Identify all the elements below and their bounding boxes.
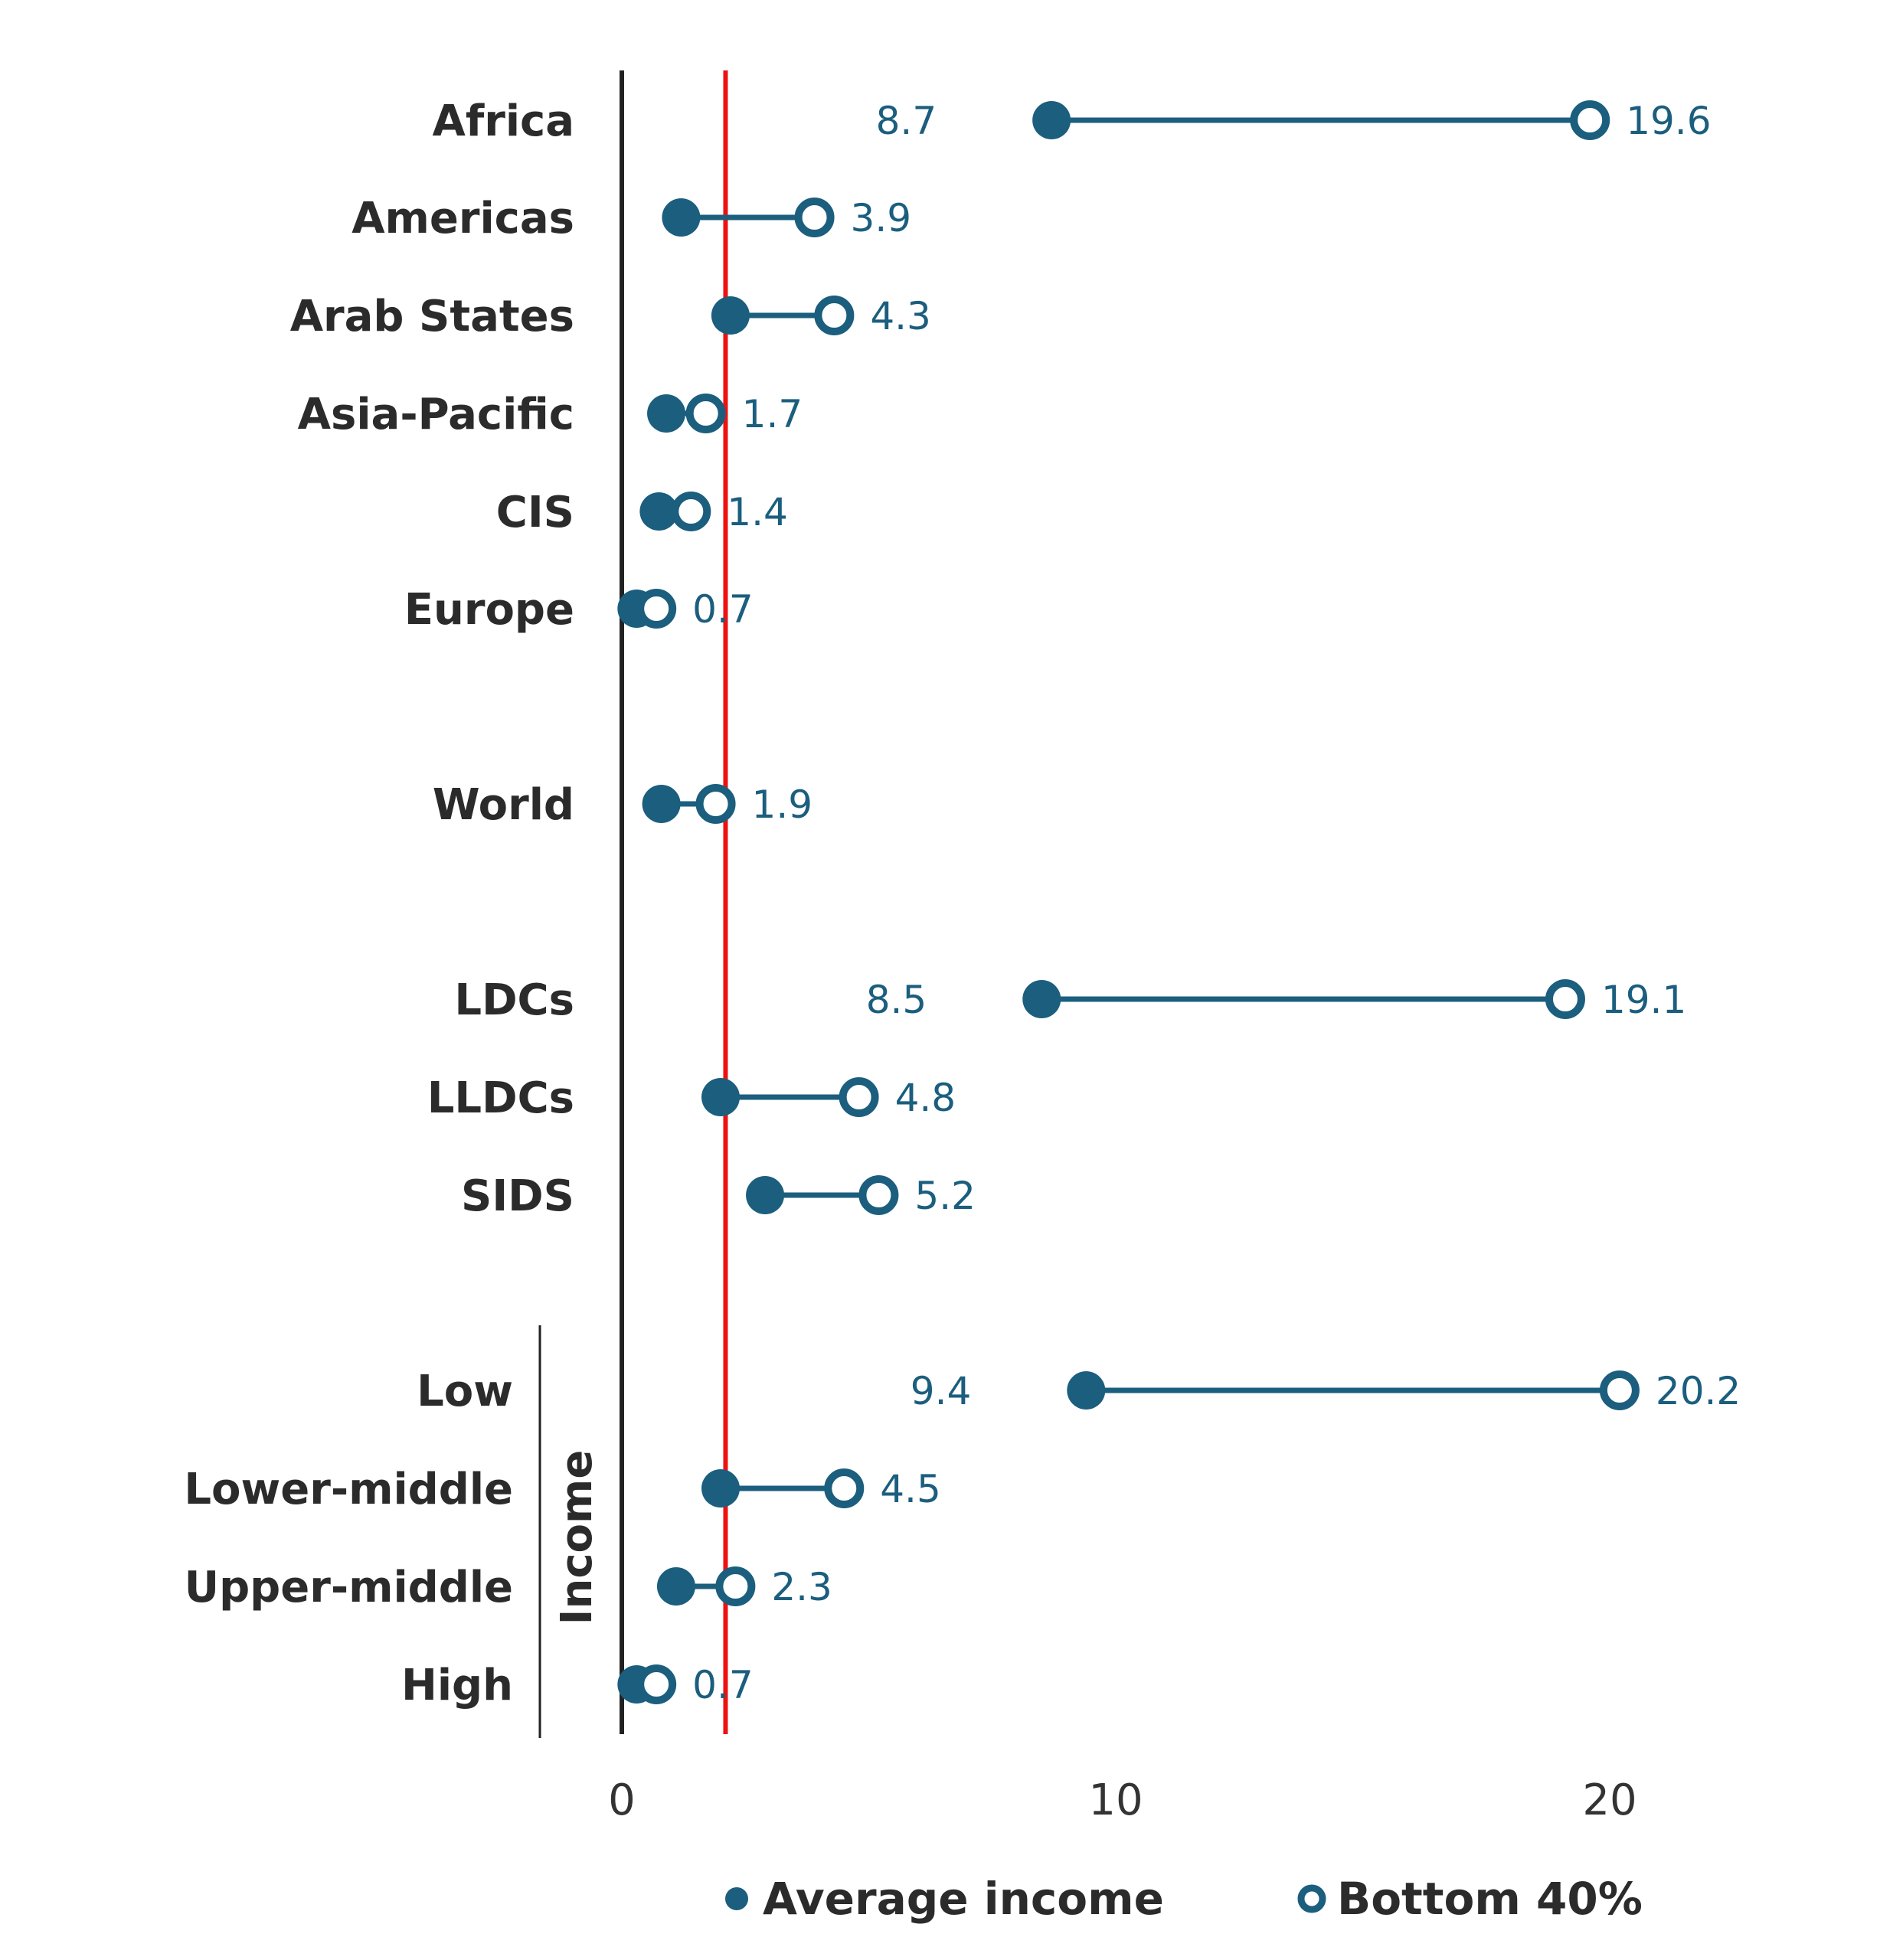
average-income-point xyxy=(1032,101,1071,139)
average-income-point xyxy=(711,296,750,335)
bottom-40-point xyxy=(695,784,736,824)
income-group-label: Income xyxy=(552,1450,602,1625)
bottom-40-point xyxy=(794,198,835,237)
category-label: LDCs xyxy=(454,975,574,1025)
bottom-40-value-label: 4.5 xyxy=(880,1467,941,1511)
average-income-point xyxy=(746,1176,785,1214)
category-label: Low xyxy=(417,1367,513,1416)
average-income-value-label: 9.4 xyxy=(911,1369,972,1413)
bottom-40-value-label: 0.7 xyxy=(692,587,754,632)
bottom-40-point xyxy=(858,1175,899,1215)
category-label: Europe xyxy=(404,585,574,635)
bottom-40-point xyxy=(1599,1370,1640,1410)
axes-layer xyxy=(538,70,624,1738)
bottom-40-point xyxy=(1570,100,1610,140)
bottom-40-value-label: 3.9 xyxy=(851,196,912,240)
bottom-40-value-label: 4.3 xyxy=(870,294,931,338)
bottom-40-point xyxy=(839,1077,879,1117)
legend: Average income Bottom 40% xyxy=(725,1873,1643,1925)
x-tick-label: 10 xyxy=(1088,1775,1143,1825)
bottom-40-point xyxy=(715,1566,756,1606)
category-label: SIDS xyxy=(461,1171,574,1221)
legend-bottom-40-label: Bottom 40% xyxy=(1337,1873,1643,1925)
bottom-40-value-label: 2.3 xyxy=(771,1565,832,1609)
x-tick-label: 0 xyxy=(608,1775,636,1825)
bottom-40-value-label: 19.6 xyxy=(1626,99,1711,143)
category-label: World xyxy=(433,780,574,830)
average-income-value-label: 8.7 xyxy=(876,99,937,143)
bottom-40-point xyxy=(685,394,726,433)
legend-average-income-label: Average income xyxy=(763,1873,1164,1925)
bottom-40-value-label: 20.2 xyxy=(1656,1369,1741,1413)
category-label: LLDCs xyxy=(427,1073,574,1123)
marks-layer xyxy=(617,100,1640,1704)
average-income-point xyxy=(1067,1371,1106,1410)
bottom-40-point xyxy=(636,1664,677,1704)
bottom-40-value-label: 1.9 xyxy=(752,782,813,827)
bottom-40-value-label: 0.7 xyxy=(692,1663,754,1707)
average-income-point xyxy=(639,492,678,531)
average-income-point xyxy=(647,394,686,433)
average-income-value-label: 8.5 xyxy=(866,978,927,1022)
bottom-40-point xyxy=(814,296,855,335)
category-label: Lower-middle xyxy=(184,1465,513,1514)
bottom-40-point xyxy=(1545,979,1585,1019)
bottom-40-point xyxy=(636,589,677,629)
legend-average-income-marker xyxy=(725,1887,748,1910)
average-income-point xyxy=(662,198,701,237)
bottom-40-value-label: 1.4 xyxy=(727,490,788,534)
bottom-40-point xyxy=(671,492,711,531)
average-income-point xyxy=(656,1567,695,1606)
category-label: Americas xyxy=(351,194,574,243)
category-label: High xyxy=(401,1661,513,1710)
bottom-40-value-label: 5.2 xyxy=(914,1174,976,1218)
average-income-point xyxy=(642,785,681,823)
category-label: Arab States xyxy=(290,292,574,341)
category-label: Africa xyxy=(433,96,575,146)
average-income-point xyxy=(1022,980,1061,1018)
category-label: CIS xyxy=(496,488,574,537)
bottom-40-point xyxy=(824,1468,865,1508)
bottom-40-value-label: 4.8 xyxy=(895,1076,956,1120)
labels-layer: 0 10 20 Africa 19.6 8.7 Americas 3.9 Arab States… xyxy=(184,96,1741,1825)
bottom-40-value-label: 1.7 xyxy=(742,392,803,436)
legend-bottom-40-marker xyxy=(1297,1884,1326,1913)
category-label: Asia-Pacific xyxy=(298,390,574,439)
average-income-point xyxy=(701,1469,740,1508)
category-label: Upper-middle xyxy=(185,1563,513,1612)
average-income-point xyxy=(701,1078,740,1116)
bottom-40-value-label: 19.1 xyxy=(1601,978,1686,1022)
x-tick-label: 20 xyxy=(1582,1775,1637,1825)
